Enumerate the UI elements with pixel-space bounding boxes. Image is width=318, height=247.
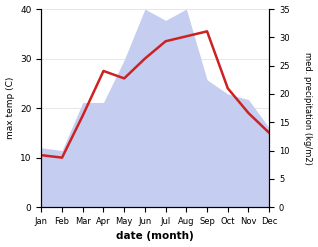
X-axis label: date (month): date (month) [116, 231, 194, 242]
Y-axis label: med. precipitation (kg/m2): med. precipitation (kg/m2) [303, 52, 313, 165]
Y-axis label: max temp (C): max temp (C) [5, 77, 15, 139]
